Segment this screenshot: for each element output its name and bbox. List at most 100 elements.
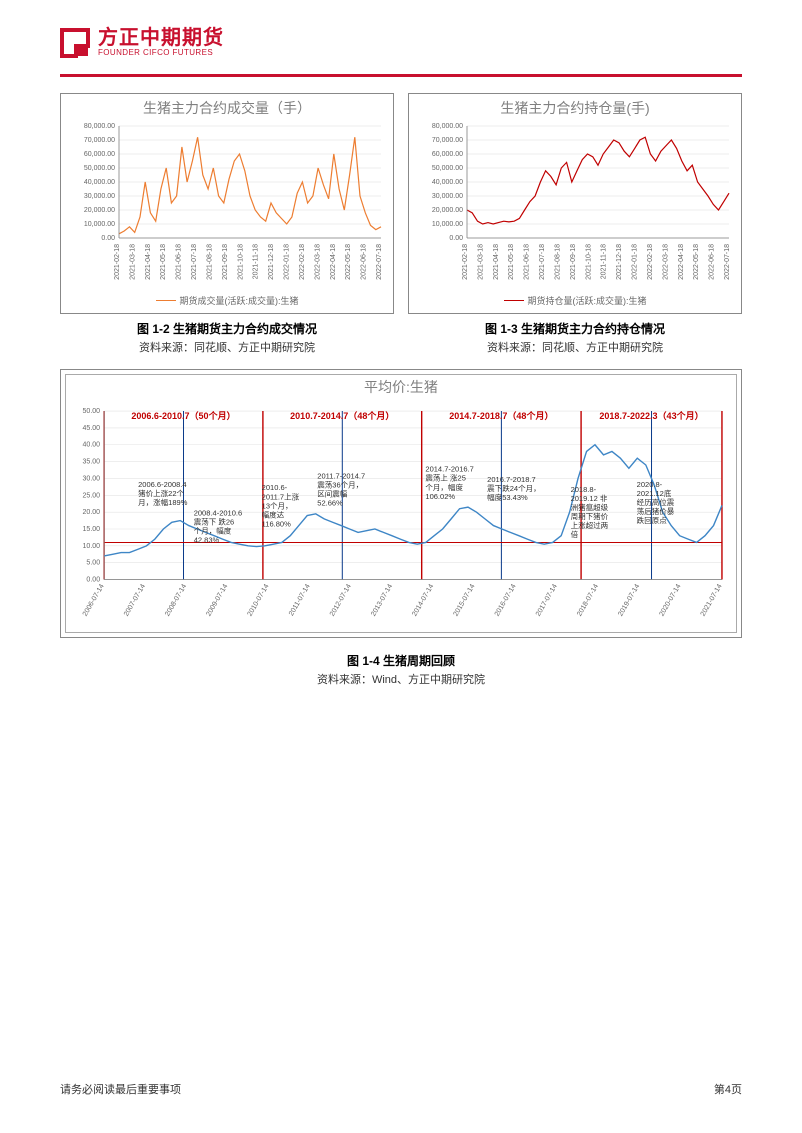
svg-text:50,000.00: 50,000.00 <box>432 165 463 172</box>
svg-text:2022-06-18: 2022-06-18 <box>709 244 716 280</box>
svg-text:2017-07-14: 2017-07-14 <box>535 583 559 618</box>
svg-text:2021-09-18: 2021-09-18 <box>570 244 577 280</box>
page-header: 方正中期期货 FOUNDER CIFCO FUTURES <box>0 0 802 68</box>
chart-volume-title: 生猪主力合约成交量（手） <box>67 98 387 118</box>
svg-text:10,000.00: 10,000.00 <box>84 221 115 228</box>
svg-text:35.00: 35.00 <box>83 459 101 466</box>
svg-text:2022-02-18: 2022-02-18 <box>647 244 654 280</box>
svg-text:80,000.00: 80,000.00 <box>432 123 463 130</box>
svg-text:震下跌24个月，: 震下跌24个月， <box>487 483 540 493</box>
svg-text:个月，幅度: 个月，幅度 <box>194 526 232 536</box>
fig12-title: 图 1-2 生猪期货主力合约成交情况 <box>60 320 394 337</box>
svg-text:2021-07-18: 2021-07-18 <box>539 244 546 280</box>
svg-text:2022-03-18: 2022-03-18 <box>662 244 669 280</box>
svg-text:月，涨幅189%: 月，涨幅189% <box>138 497 188 507</box>
svg-text:2016.7-2018.7: 2016.7-2018.7 <box>487 475 535 484</box>
svg-text:40.00: 40.00 <box>83 442 101 449</box>
svg-text:2010.7-2014.7（48个月）: 2010.7-2014.7（48个月） <box>290 410 394 421</box>
svg-text:个月，幅度: 个月，幅度 <box>425 482 463 492</box>
svg-text:30,000.00: 30,000.00 <box>432 193 463 200</box>
svg-text:2012-07-14: 2012-07-14 <box>329 583 353 618</box>
svg-text:2021-03-18: 2021-03-18 <box>129 244 136 280</box>
svg-text:2022-04-18: 2022-04-18 <box>678 244 685 280</box>
svg-text:20,000.00: 20,000.00 <box>84 207 115 214</box>
svg-text:2021-10-18: 2021-10-18 <box>585 244 592 280</box>
svg-text:2021-06-18: 2021-06-18 <box>524 244 531 280</box>
svg-text:2021-05-18: 2021-05-18 <box>508 244 515 280</box>
svg-text:2022-02-18: 2022-02-18 <box>299 244 306 280</box>
svg-text:2008-07-14: 2008-07-14 <box>164 583 188 618</box>
svg-text:荡后猪价暴: 荡后猪价暴 <box>637 506 675 516</box>
svg-text:2021-07-18: 2021-07-18 <box>191 244 198 280</box>
svg-text:0.00: 0.00 <box>449 235 463 242</box>
svg-text:52.66%: 52.66% <box>317 499 343 508</box>
fig14-title: 图 1-4 生猪周期回顾 <box>60 652 742 669</box>
svg-text:2021.12底: 2021.12底 <box>637 488 672 498</box>
svg-text:20,000.00: 20,000.00 <box>432 207 463 214</box>
page-footer: 请务必阅读最后重要事项 第4页 <box>60 1081 742 1097</box>
brand-logo-icon <box>60 28 90 58</box>
svg-text:2022-05-18: 2022-05-18 <box>345 244 352 280</box>
svg-text:40,000.00: 40,000.00 <box>84 179 115 186</box>
svg-text:跌回原点: 跌回原点 <box>637 515 668 525</box>
chart-oi-title: 生猪主力合约持仓量(手) <box>415 98 735 118</box>
top-charts-row: 生猪主力合约成交量（手） 0.00 10,000.00 20,000.00 30,00… <box>60 93 742 314</box>
chart-cycle-box: 平均价:生猪 0.005.0010.0015.0020.0025.0030.00… <box>60 369 742 638</box>
fig13-title: 图 1-3 生猪期货主力合约持仓情况 <box>408 320 742 337</box>
svg-text:30,000.00: 30,000.00 <box>84 193 115 200</box>
svg-text:2014-07-14: 2014-07-14 <box>411 583 435 618</box>
svg-text:2019.12 非: 2019.12 非 <box>571 493 608 503</box>
svg-text:2021-06-18: 2021-06-18 <box>176 244 183 280</box>
svg-text:震荡上 涨25: 震荡上 涨25 <box>425 473 466 483</box>
svg-text:2014.7-2018.7（48个月）: 2014.7-2018.7（48个月） <box>449 410 553 421</box>
svg-text:0.00: 0.00 <box>86 577 100 584</box>
svg-text:幅度达: 幅度达 <box>262 509 285 519</box>
svg-text:2021-02-18: 2021-02-18 <box>462 244 469 280</box>
svg-text:2015-07-14: 2015-07-14 <box>453 583 477 618</box>
footer-left: 请务必阅读最后重要事项 <box>60 1081 181 1097</box>
svg-text:2022-07-18: 2022-07-18 <box>724 244 731 280</box>
svg-text:70,000.00: 70,000.00 <box>432 137 463 144</box>
svg-text:2022-01-18: 2022-01-18 <box>632 244 639 280</box>
svg-text:2022-03-18: 2022-03-18 <box>314 244 321 280</box>
legend-swatch-oi <box>504 300 524 301</box>
brand-en: FOUNDER CIFCO FUTURES <box>98 48 224 58</box>
svg-text:40,000.00: 40,000.00 <box>432 179 463 186</box>
svg-text:42.83%: 42.83% <box>194 536 220 545</box>
svg-text:2021-12-18: 2021-12-18 <box>268 244 275 280</box>
svg-text:2021-08-18: 2021-08-18 <box>554 244 561 280</box>
svg-text:经历高位震: 经历高位震 <box>637 497 675 507</box>
svg-text:2007-07-14: 2007-07-14 <box>123 583 147 618</box>
chart-oi-svg: 0.00 10,000.00 20,000.00 30,000.00 40,000.00… <box>415 122 735 292</box>
svg-text:10,000.00: 10,000.00 <box>432 221 463 228</box>
chart-volume-box: 生猪主力合约成交量（手） 0.00 10,000.00 20,000.00 30,00… <box>60 93 394 314</box>
svg-text:2018.7-2022.3（43个月）: 2018.7-2022.3（43个月） <box>599 410 703 421</box>
svg-text:2016-07-14: 2016-07-14 <box>494 583 518 618</box>
svg-text:2022-04-18: 2022-04-18 <box>330 244 337 280</box>
svg-text:2021-07-14: 2021-07-14 <box>700 583 724 618</box>
svg-text:2014.7-2016.7: 2014.7-2016.7 <box>425 465 473 474</box>
chart-volume-legend: 期货成交量(活跃:成交量):生猪 <box>67 294 387 307</box>
fig12-source: 资料来源：同花顺、方正中期研究院 <box>60 339 394 355</box>
svg-text:2010-07-14: 2010-07-14 <box>247 583 271 618</box>
svg-text:5.00: 5.00 <box>86 560 100 567</box>
svg-text:2009-07-14: 2009-07-14 <box>205 583 229 618</box>
svg-text:2021-03-18: 2021-03-18 <box>477 244 484 280</box>
svg-text:倍: 倍 <box>571 529 579 539</box>
svg-text:2022-06-18: 2022-06-18 <box>361 244 368 280</box>
fig14-source: 资料来源：Wind、方正中期研究院 <box>60 671 742 687</box>
footer-right: 第4页 <box>714 1081 742 1097</box>
svg-text:0.00: 0.00 <box>101 235 115 242</box>
chart-cycle-title: 平均价:生猪 <box>70 377 732 397</box>
svg-text:区间震幅: 区间震幅 <box>317 488 348 498</box>
svg-text:2013-07-14: 2013-07-14 <box>370 583 394 618</box>
svg-text:70,000.00: 70,000.00 <box>84 137 115 144</box>
svg-text:2006-07-14: 2006-07-14 <box>82 583 106 618</box>
svg-text:50.00: 50.00 <box>83 408 101 415</box>
legend-label-vol: 期货成交量(活跃:成交量):生猪 <box>180 294 299 307</box>
svg-text:洲猪瘟超级: 洲猪瘟超级 <box>571 502 609 512</box>
svg-text:猪价上涨22个: 猪价上涨22个 <box>138 488 184 498</box>
chart-volume-svg: 0.00 10,000.00 20,000.00 30,000.00 40,000.00… <box>67 122 387 292</box>
svg-text:震荡下 跌26: 震荡下 跌26 <box>194 517 235 527</box>
svg-text:20.00: 20.00 <box>83 509 101 516</box>
